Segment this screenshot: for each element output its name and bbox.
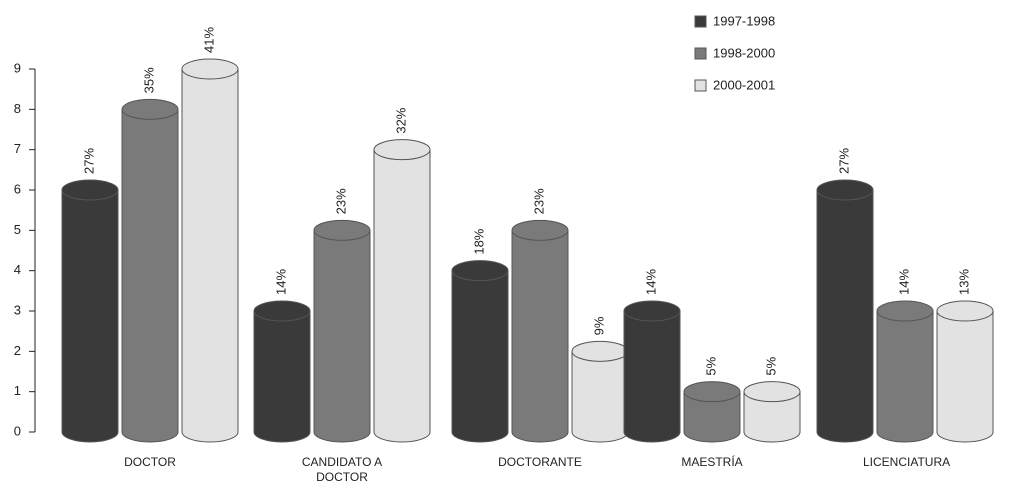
- legend-label: 1998-2000: [713, 45, 775, 60]
- bar-fill: [254, 311, 310, 432]
- legend-swatch: [694, 15, 707, 28]
- share-label: 18%: [471, 228, 486, 254]
- x-tick-label: LICENCIATURA: [863, 455, 951, 469]
- legend-label: 2000-2001: [713, 77, 775, 92]
- bar-fill: [937, 311, 993, 432]
- bar-top: [743, 381, 801, 403]
- bar-top: [181, 58, 239, 80]
- y-tick-label: 0: [14, 423, 21, 438]
- bar-top: [816, 179, 874, 201]
- y-tick-label: 6: [14, 181, 21, 196]
- y-tick-label: 1: [14, 383, 21, 398]
- bar-top: [683, 381, 741, 403]
- bar-top: [623, 300, 681, 322]
- share-label: 5%: [763, 356, 778, 375]
- bar-top: [451, 260, 509, 282]
- bar-top: [876, 300, 934, 322]
- bar-top: [511, 219, 569, 241]
- x-tick-label: DOCTORANTE: [498, 455, 582, 469]
- share-label: 5%: [703, 356, 718, 375]
- y-tick-label: 4: [14, 262, 21, 277]
- share-label: 41%: [201, 27, 216, 53]
- legend-swatch: [694, 47, 707, 60]
- y-tick-label: 2: [14, 343, 21, 358]
- y-tick-label: 9: [14, 60, 21, 75]
- bar-top: [61, 179, 119, 201]
- bar-fill: [624, 311, 680, 432]
- legend-swatch: [694, 79, 707, 92]
- share-label: 35%: [141, 67, 156, 93]
- bar-fill: [182, 69, 238, 432]
- x-tick-label: DOCTOR: [124, 455, 176, 469]
- bar-fill: [62, 190, 118, 432]
- share-label: 13%: [956, 269, 971, 295]
- bar-fill: [314, 230, 370, 432]
- y-tick-label: 7: [14, 141, 21, 156]
- bar-fill: [122, 109, 178, 432]
- bar-top: [253, 300, 311, 322]
- bar-fill: [512, 230, 568, 432]
- share-label: 9%: [591, 316, 606, 335]
- share-label: 27%: [836, 148, 851, 174]
- bar-fill: [572, 351, 628, 432]
- bar-top: [121, 98, 179, 120]
- bar-fill: [877, 311, 933, 432]
- y-tick-label: 5: [14, 222, 21, 237]
- share-label: 27%: [81, 148, 96, 174]
- bar-top: [373, 139, 431, 161]
- share-label: 23%: [531, 188, 546, 214]
- share-label: 23%: [333, 188, 348, 214]
- bar-fill: [452, 270, 508, 432]
- y-tick-label: 3: [14, 302, 21, 317]
- bar-top: [313, 219, 371, 241]
- legend-label: 1997-1998: [713, 13, 775, 28]
- share-label: 14%: [896, 269, 911, 295]
- x-tick-label: CANDIDATO A DOCTOR: [301, 455, 383, 484]
- share-label: 14%: [273, 269, 288, 295]
- bar-fill: [817, 190, 873, 432]
- bar-fill: [374, 149, 430, 432]
- x-tick-label: MAESTRÍA: [681, 455, 743, 469]
- bar-top: [936, 300, 994, 322]
- share-label: 14%: [643, 269, 658, 295]
- bar-top: [571, 340, 629, 362]
- y-tick-label: 8: [14, 101, 21, 116]
- share-label: 32%: [393, 107, 408, 133]
